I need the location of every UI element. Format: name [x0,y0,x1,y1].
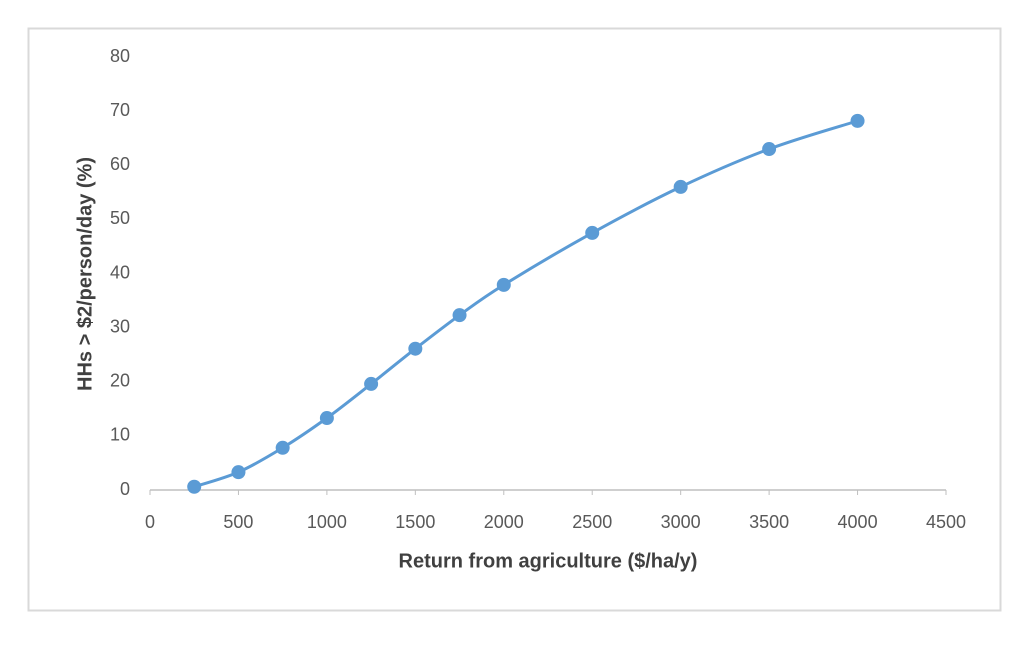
x-axis-title: Return from agriculture ($/ha/y) [399,550,698,572]
data-point [850,113,865,128]
y-tick-label: 0 [120,479,130,499]
y-tick-label: 10 [110,425,130,445]
x-tick-label: 2500 [572,512,612,532]
x-tick-label: 4000 [838,512,878,532]
data-point [275,440,290,455]
y-axis-title: HHs > $2/person/day (%) [74,157,96,391]
x-tick-label: 0 [145,512,155,532]
x-tick-label: 1000 [307,512,347,532]
data-point [319,411,334,426]
x-tick-label: 1500 [395,512,435,532]
y-tick-label: 30 [110,316,130,336]
data-point [496,277,511,292]
data-point [673,179,688,194]
y-tick-label: 20 [110,371,130,391]
x-tick-label: 3000 [661,512,701,532]
y-tick-label: 70 [110,100,130,120]
y-tick-label: 60 [110,154,130,174]
data-point [585,225,600,240]
data-point [187,479,202,494]
data-point [762,142,777,157]
x-tick-label: 2000 [484,512,524,532]
y-tick-label: 80 [110,46,130,66]
data-point [408,341,423,356]
y-tick-label: 40 [110,262,130,282]
data-point [364,376,379,391]
y-tick-label: 50 [110,208,130,228]
x-tick-label: 4500 [926,512,966,532]
data-point [452,308,467,323]
x-tick-label: 500 [223,512,253,532]
data-point [231,465,246,480]
x-tick-label: 3500 [749,512,789,532]
